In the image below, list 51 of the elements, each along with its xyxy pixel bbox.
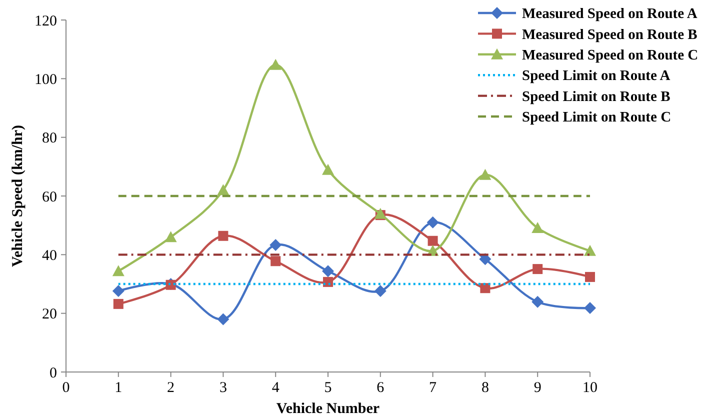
y-tick-label: 120 (34, 13, 57, 30)
y-tick-label: 100 (34, 72, 57, 88)
point (112, 265, 124, 276)
point (217, 184, 230, 196)
y-tick-label: 20 (42, 306, 57, 323)
legend-label: Speed Limit on Route C (522, 110, 672, 126)
point (113, 298, 124, 309)
x-tick-label: 10 (582, 380, 598, 396)
y-tick-label: 0 (50, 365, 57, 382)
point (480, 283, 490, 294)
legend-label: Speed Limit on Route A (522, 68, 671, 84)
point (426, 216, 439, 228)
point (217, 313, 230, 326)
point (270, 238, 282, 251)
legend-label: Measured Speed on Route C (522, 47, 698, 64)
point (164, 231, 177, 242)
point (322, 265, 334, 278)
point (585, 272, 595, 282)
point (270, 256, 281, 266)
x-tick-label: 7 (429, 380, 438, 396)
point (374, 285, 386, 298)
point (584, 302, 596, 314)
x-tick-label: 9 (534, 380, 542, 396)
x-tick-label: 0 (62, 380, 70, 396)
x-tick-label: 6 (376, 380, 385, 396)
point (428, 236, 438, 246)
legend-label: Measured Speed on Route A (522, 6, 698, 22)
point (532, 296, 544, 308)
x-axis-title: Vehicle Number (276, 401, 380, 417)
point (374, 208, 386, 219)
x-tick-label: 1 (114, 380, 122, 396)
point (532, 222, 544, 233)
x-tick-label: 5 (324, 380, 332, 396)
point (270, 58, 282, 70)
point (218, 230, 228, 241)
y-tick-label: 60 (42, 189, 57, 206)
point (532, 264, 543, 274)
y-tick-label: 40 (42, 248, 57, 264)
x-tick-label: 2 (167, 380, 175, 396)
x-tick-label: 3 (219, 380, 227, 396)
x-tick-label: 8 (481, 380, 489, 396)
point (112, 285, 124, 298)
point (323, 276, 333, 287)
point (479, 168, 492, 180)
point (584, 244, 596, 256)
point (322, 164, 334, 175)
x-tick-label: 4 (272, 380, 280, 396)
y-axis-title: Vehicle Speed (km/hr) (10, 125, 26, 267)
legend-label: Speed Limit on Route B (522, 88, 671, 105)
y-tick-label: 80 (42, 130, 57, 147)
legend-label: Measured Speed on Route B (522, 26, 698, 43)
